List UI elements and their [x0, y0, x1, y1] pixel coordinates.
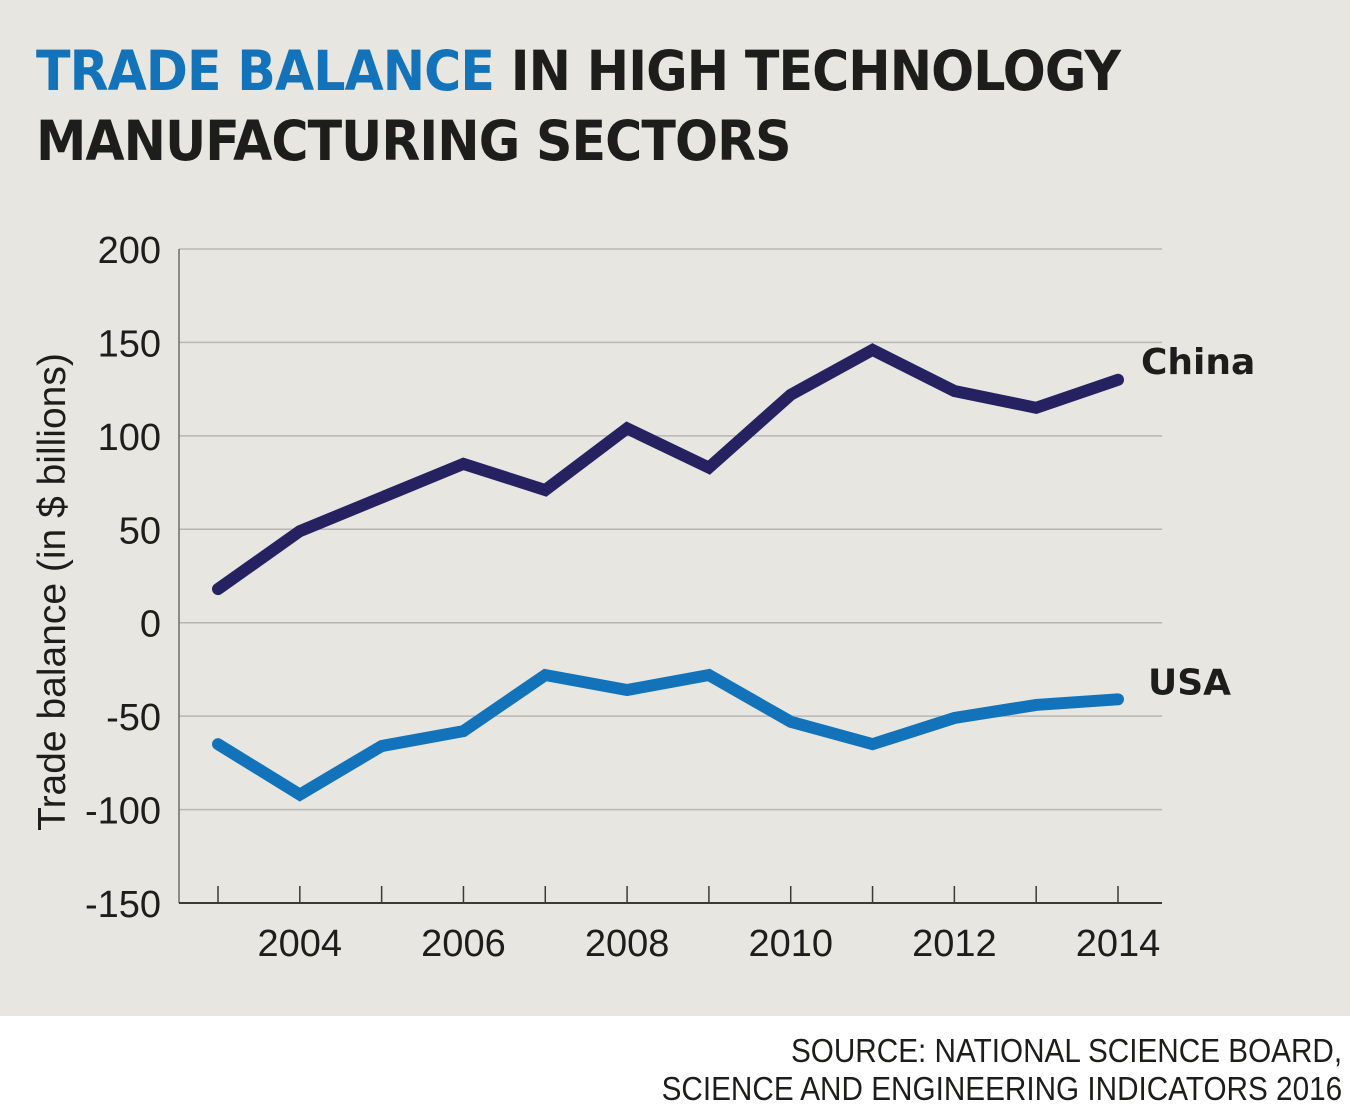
y-tick-label: -150	[85, 884, 161, 926]
series-line-china	[212, 343, 1124, 596]
series-label-china: China	[1141, 342, 1255, 383]
y-axis-label: Trade balance (in $ billions)	[31, 353, 74, 831]
y-tick-label: 200	[98, 230, 161, 272]
axes	[178, 249, 1162, 904]
series-lines	[212, 343, 1124, 802]
title-line2: MANUFACTURING SECTORS	[36, 109, 792, 173]
title-rest: IN HIGH TECHNOLOGY	[494, 39, 1121, 103]
line-chart: 200 150 100 50 0 -50 -100 -150 2004 2006 2008 2010…	[31, 230, 1255, 965]
x-tick-label: 2010	[748, 923, 833, 965]
source-line-2: SCIENCE AND ENGINEERING INDICATORS 2016	[661, 1070, 1342, 1107]
x-tick-label: 2008	[585, 923, 670, 965]
title-highlight: TRADE BALANCE	[36, 39, 495, 103]
source-line-1: SOURCE: NATIONAL SCIENCE BOARD,	[790, 1032, 1342, 1069]
series-label-usa: USA	[1148, 662, 1231, 703]
chart-panel	[0, 0, 1350, 1016]
chart-title: TRADE BALANCE IN HIGH TECHNOLOGY MANUFAC…	[36, 36, 1214, 176]
x-tick-label: 2012	[912, 923, 997, 965]
y-tick-label: -50	[106, 697, 161, 739]
gridlines	[179, 248, 1162, 811]
series-line-usa	[212, 668, 1124, 802]
x-tick-label: 2006	[421, 923, 506, 965]
y-tick-label: 100	[98, 417, 161, 459]
source-note: SOURCE: NATIONAL SCIENCE BOARD, SCIENCE …	[661, 1032, 1342, 1108]
y-tick-label: 0	[140, 604, 161, 646]
y-tick-labels: 200 150 100 50 0 -50 -100 -150	[85, 230, 161, 926]
y-tick-label: -100	[85, 791, 161, 833]
x-tick-label: 2004	[258, 923, 343, 965]
y-tick-label: 50	[119, 510, 161, 552]
x-tick-label: 2014	[1076, 923, 1161, 965]
x-tick-labels: 2004 2006 2008 2010 2012 2014	[258, 923, 1161, 965]
y-tick-label: 150	[98, 323, 161, 365]
series-labels: China USA	[1141, 342, 1255, 704]
